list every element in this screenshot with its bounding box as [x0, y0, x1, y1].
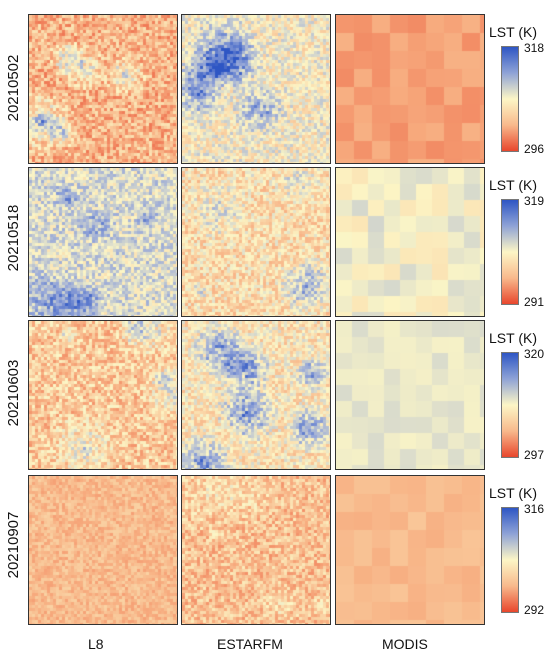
map-l8-20210907 [28, 475, 178, 625]
map-modis-20210518 [335, 167, 485, 317]
map-modis-20210603 [335, 320, 485, 470]
map-estarfm-20210518 [181, 167, 331, 317]
row-label-20210907: 20210907 [5, 511, 22, 579]
map-l8-20210518 [28, 167, 178, 317]
map-l8-20210502 [28, 14, 178, 164]
row-label-20210603: 20210603 [5, 359, 22, 427]
legend-min: 297 [524, 448, 545, 462]
legend-min: 291 [524, 295, 545, 309]
legend-20210907: LST (K) 316 292 [483, 475, 549, 625]
legend-min: 296 [524, 142, 545, 156]
legend-max: 318 [524, 41, 545, 55]
map-estarfm-20210907 [181, 475, 331, 625]
map-l8-20210603 [28, 320, 178, 470]
row-label-20210502: 20210502 [5, 54, 22, 122]
colorbar [501, 46, 519, 152]
column-label-modis: MODIS [382, 636, 428, 652]
legend-max: 319 [524, 194, 545, 208]
map-estarfm-20210603 [181, 320, 331, 470]
legend-title: LST (K) [489, 24, 537, 40]
column-label-estarfm: ESTARFM [217, 636, 283, 652]
legend-max: 320 [524, 347, 545, 361]
legend-20210502: LST (K) 318 296 [483, 14, 549, 164]
colorbar [501, 352, 519, 458]
map-modis-20210502 [335, 14, 485, 164]
row-label-20210518: 20210518 [5, 204, 22, 272]
legend-min: 292 [524, 603, 545, 617]
legend-max: 316 [524, 502, 545, 516]
map-estarfm-20210502 [181, 14, 331, 164]
legend-title: LST (K) [489, 485, 537, 501]
legend-20210518: LST (K) 319 291 [483, 167, 549, 317]
legend-title: LST (K) [489, 330, 537, 346]
legend-20210603: LST (K) 320 297 [483, 320, 549, 470]
legend-title: LST (K) [489, 177, 537, 193]
column-label-l8: L8 [88, 636, 104, 652]
map-modis-20210907 [335, 475, 485, 625]
colorbar [501, 507, 519, 613]
colorbar [501, 199, 519, 305]
